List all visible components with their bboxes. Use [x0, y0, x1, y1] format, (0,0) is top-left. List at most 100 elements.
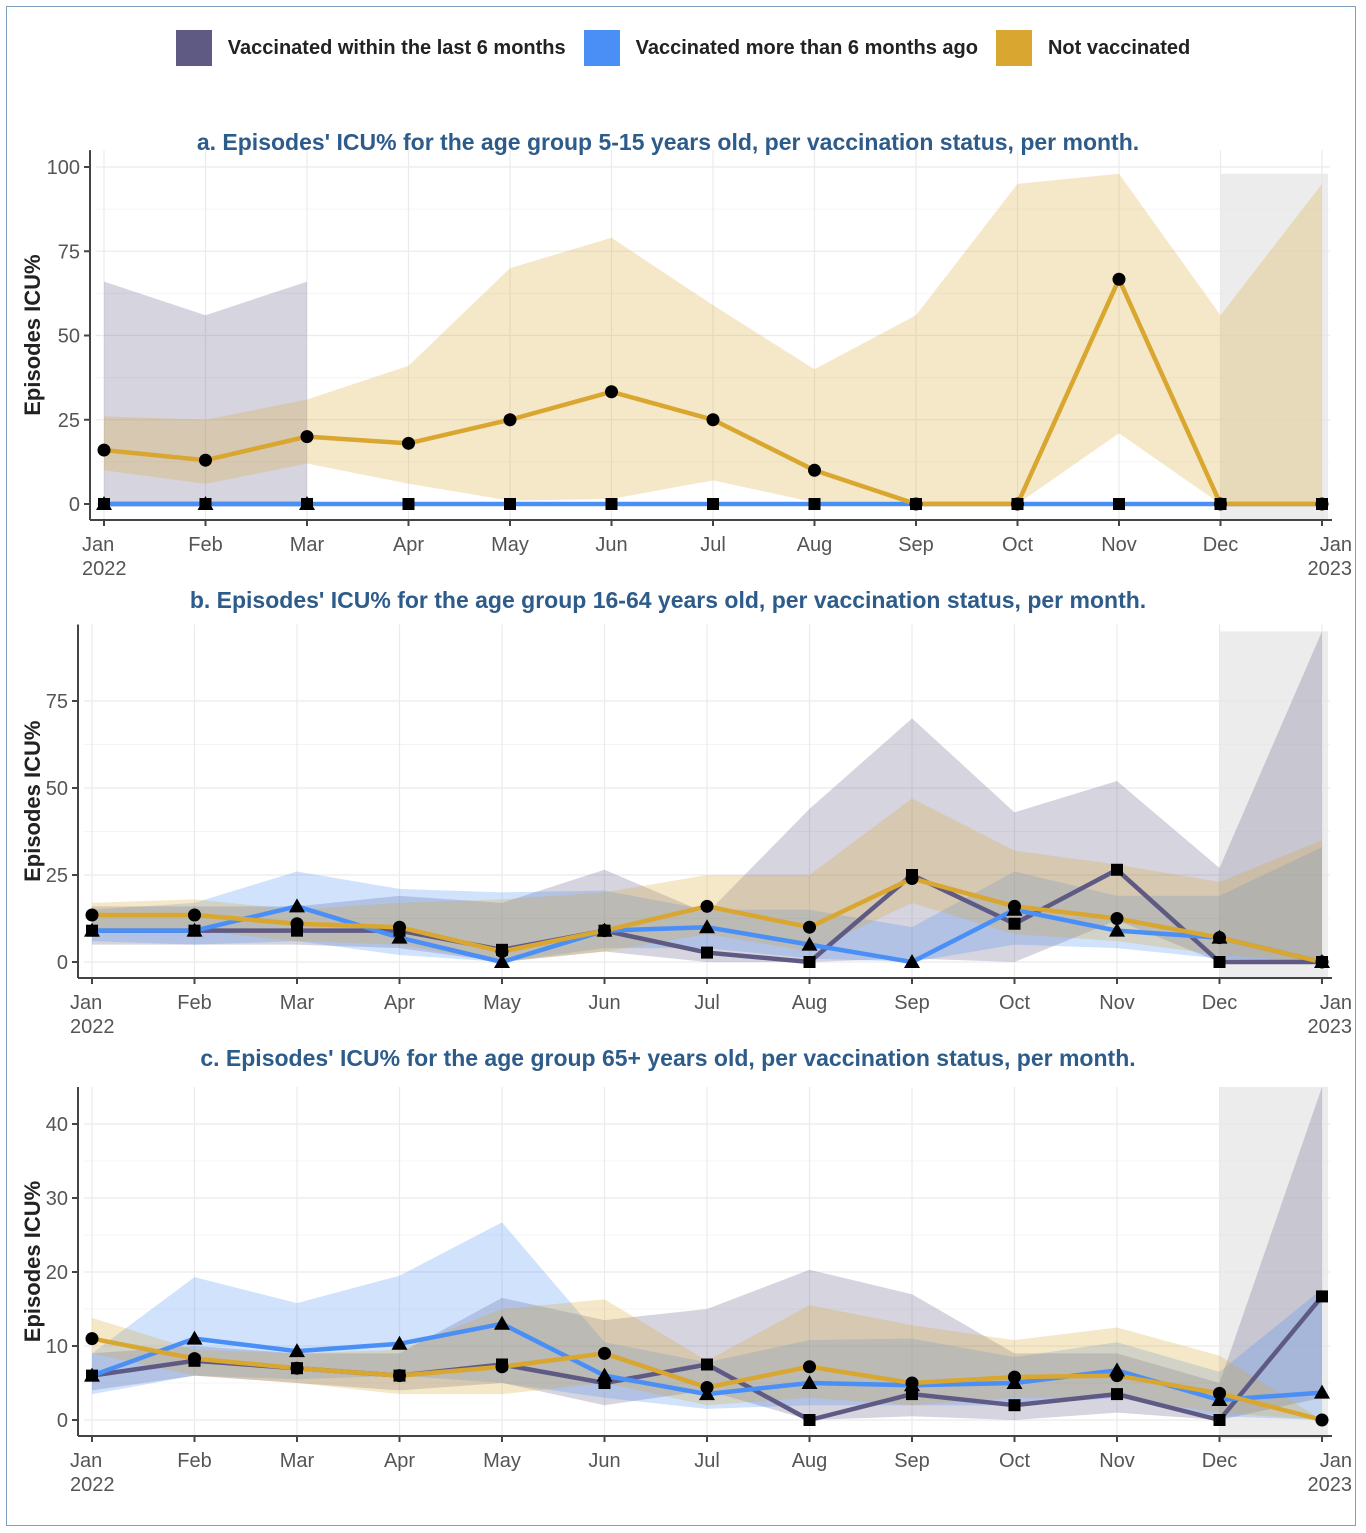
data-point-triangle	[494, 954, 510, 968]
data-point-circle	[1110, 1369, 1124, 1383]
data-point-circle	[402, 436, 415, 450]
x-tick-label: Dec	[1203, 534, 1239, 556]
data-point-triangle	[84, 922, 100, 937]
data-point-triangle	[801, 936, 818, 951]
x-tick-label: Apr	[384, 1450, 415, 1472]
data-point-square	[504, 498, 516, 510]
data-point-square	[1008, 1399, 1021, 1412]
legend-item-within6: Vaccinated within the last 6 months	[175, 30, 566, 66]
legend: Vaccinated within the last 6 months Vacc…	[0, 28, 1366, 68]
y-tick-label: 25	[46, 865, 68, 887]
x-tick-label: Sep	[898, 534, 934, 556]
data-point-circle	[503, 413, 517, 427]
legend-key-more6	[583, 30, 620, 66]
chart-title: c. Episodes' ICU% for the age group 65+ …	[200, 1045, 1135, 1071]
data-point-triangle	[289, 898, 305, 913]
x-tick-label: Jun	[588, 992, 620, 1014]
x-tick-label: Jan	[70, 1450, 102, 1472]
y-tick-label: 40	[46, 1114, 68, 1136]
y-tick-label: 0	[69, 494, 80, 516]
legend-item-notvac: Not vaccinated	[995, 30, 1191, 66]
data-point-circle	[605, 385, 618, 399]
legend-key-notvac	[995, 30, 1032, 66]
data-point-square	[803, 956, 816, 968]
data-point-circle	[495, 1360, 509, 1374]
data-point-square	[1111, 1388, 1123, 1401]
data-point-circle	[700, 1380, 714, 1394]
data-point-circle	[1011, 497, 1024, 511]
data-point-square	[1111, 863, 1123, 876]
legend-key-within6	[175, 30, 212, 66]
shaded-region	[1219, 631, 1328, 980]
chart-title: b. Episodes' ICU% for the age group 16-6…	[190, 587, 1146, 613]
data-point-circle	[97, 443, 111, 457]
x-tick-label: Mar	[280, 1450, 315, 1472]
y-tick-label: 25	[58, 410, 80, 432]
ci-ribbon	[104, 173, 1322, 505]
x-tick-label: Jan	[1320, 534, 1352, 556]
data-point-circle	[803, 920, 816, 934]
data-point-triangle	[494, 1315, 510, 1330]
shaded-region	[1220, 173, 1328, 521]
x-tick-label: Jan	[1320, 992, 1352, 1014]
y-tick-label: 20	[46, 1262, 68, 1284]
x-tick-label: Jan	[82, 534, 114, 556]
x-tick-label: Jul	[700, 534, 726, 556]
data-point-circle	[290, 1361, 304, 1375]
shaded-region	[1219, 1087, 1328, 1439]
data-point-circle	[706, 413, 720, 427]
x-tick-label: Feb	[177, 992, 211, 1014]
x-tick-label: Oct	[1002, 534, 1034, 556]
x-tick-label: May	[483, 992, 521, 1014]
data-point-circle	[905, 1376, 919, 1390]
legend-label-notvac: Not vaccinated	[1047, 36, 1191, 59]
x-tick-label: Aug	[792, 1450, 828, 1472]
data-point-triangle	[84, 1367, 100, 1382]
data-point-triangle	[391, 1335, 408, 1350]
data-point-circle	[1315, 955, 1329, 969]
data-point-circle	[290, 917, 304, 931]
data-point-square	[1213, 956, 1226, 968]
data-point-circle	[1214, 497, 1227, 511]
data-point-square	[1213, 1414, 1226, 1426]
data-point-square	[803, 1414, 816, 1426]
x-tick-label: Jan	[70, 992, 102, 1014]
data-point-circle	[393, 920, 406, 934]
ci-ribbon	[92, 1087, 1322, 1420]
data-point-circle	[909, 497, 923, 511]
x-tick-label: 2023	[1308, 1474, 1353, 1496]
data-point-circle	[1213, 931, 1226, 945]
data-point-circle	[1213, 1386, 1226, 1400]
data-point-circle	[700, 899, 714, 913]
x-tick-label: Jun	[595, 534, 627, 556]
data-point-triangle	[289, 1343, 305, 1358]
data-point-triangle	[186, 1330, 203, 1345]
x-tick-label: 2022	[70, 1016, 115, 1038]
data-point-square	[605, 498, 618, 510]
data-point-triangle	[699, 919, 715, 934]
x-tick-label: Feb	[177, 1450, 211, 1472]
x-tick-label: May	[491, 534, 529, 556]
x-tick-label: 2023	[1308, 1016, 1353, 1038]
data-point-circle	[393, 1369, 406, 1383]
data-point-circle	[1315, 497, 1329, 511]
data-point-circle	[598, 924, 611, 938]
x-tick-label: Sep	[894, 1450, 930, 1472]
y-axis-title: Episodes ICU%	[20, 254, 45, 415]
data-point-square	[1113, 498, 1125, 510]
data-point-triangle	[391, 929, 408, 944]
chart-title: a. Episodes' ICU% for the age group 5-15…	[197, 129, 1139, 155]
x-tick-label: Jul	[694, 992, 720, 1014]
x-tick-label: 2023	[1308, 558, 1353, 580]
y-axis-title: Episodes ICU%	[20, 1181, 45, 1342]
x-tick-label: Apr	[393, 534, 424, 556]
ci-ribbon	[92, 631, 1322, 962]
data-point-circle	[300, 430, 314, 444]
x-tick-label: Jul	[694, 1450, 720, 1472]
x-tick-label: Dec	[1202, 1450, 1238, 1472]
data-point-circle	[495, 945, 509, 959]
y-tick-label: 0	[57, 1410, 68, 1432]
data-point-circle	[1315, 1413, 1329, 1427]
data-point-circle	[1112, 272, 1126, 286]
